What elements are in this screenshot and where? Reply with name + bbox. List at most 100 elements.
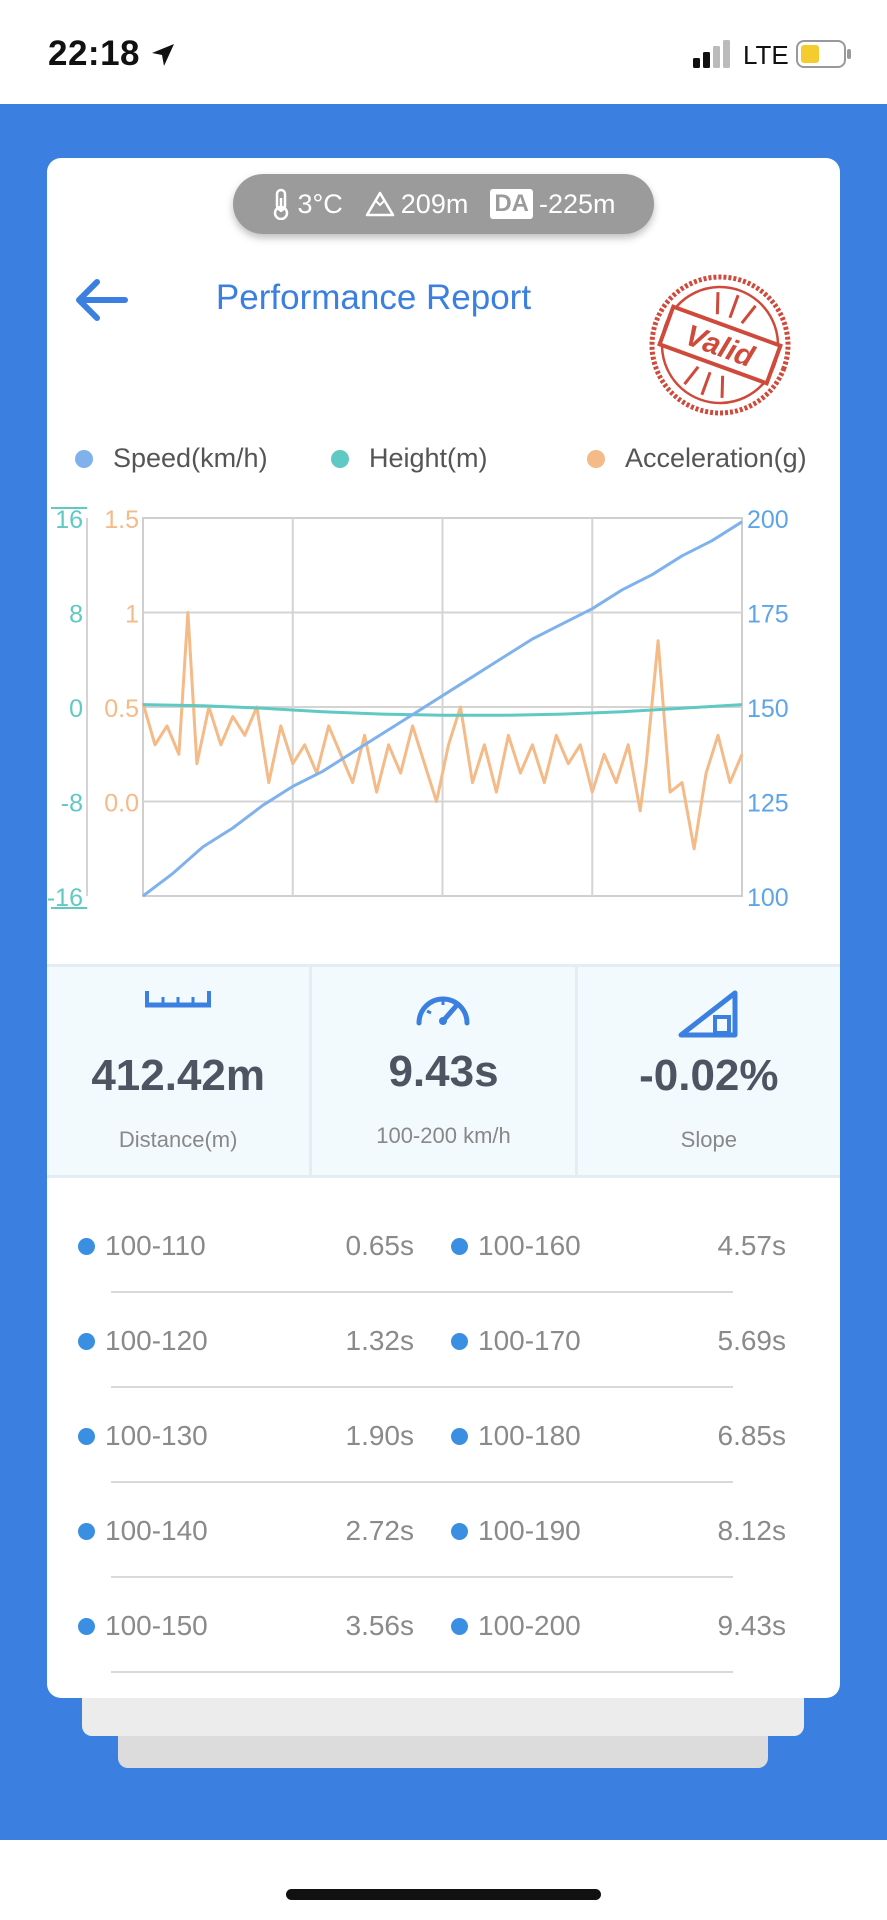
split-row: 100-140 2.72s 100-190 8.12s <box>47 1483 840 1578</box>
split-divider <box>111 1386 733 1388</box>
split-row: 100-150 3.56s 100-200 9.43s <box>47 1578 840 1673</box>
chart-legend: Speed(km/h) Height(m) Acceleration(g) <box>47 443 840 483</box>
valid-stamp: Valid <box>649 274 791 416</box>
split-dot <box>451 1617 468 1635</box>
density-altitude-value: -225m <box>539 188 616 219</box>
stat-time: 9.43s 100-200 km/h <box>309 967 574 1175</box>
density-altitude-badge: DA <box>490 189 533 219</box>
acceleration-series-line <box>141 611 744 851</box>
split-dot <box>451 1522 468 1540</box>
split-right-label: 100-200 <box>478 1610 581 1641</box>
legend-height: Height(m) <box>331 443 488 474</box>
density-altitude-item: DA -225m <box>490 188 616 220</box>
mountain-icon <box>365 191 395 217</box>
split-left-label-cell: 100-130 <box>78 1420 208 1452</box>
split-right-time: 5.69s <box>717 1325 787 1356</box>
temperature-value: 3°C <box>297 188 343 219</box>
split-left-time: 3.56s <box>345 1610 415 1641</box>
split-left-time: 0.65s <box>345 1230 415 1261</box>
split-left-time: 2.72s <box>345 1515 415 1546</box>
speed-axis-tick-label: 100 <box>747 884 789 912</box>
height-series-line <box>142 703 743 717</box>
legend-height-swatch <box>331 449 349 468</box>
split-dot <box>451 1427 468 1445</box>
home-indicator[interactable] <box>286 1889 601 1900</box>
split-left-label: 100-130 <box>105 1420 208 1451</box>
split-row: 100-120 1.32s 100-170 5.69s <box>47 1293 840 1388</box>
speed-series-line <box>142 520 743 898</box>
split-left-label-cell: 100-140 <box>78 1515 208 1547</box>
speed-axis-tick-label: 175 <box>747 601 789 629</box>
split-right-label-cell: 100-170 <box>451 1325 581 1357</box>
split-left-label: 100-150 <box>105 1610 208 1641</box>
altitude-value: 209m <box>400 188 469 219</box>
speed-axis-tick-label: 150 <box>747 695 789 723</box>
split-row: 100-110 0.65s 100-160 4.57s <box>47 1198 840 1293</box>
ruler-icon <box>145 991 212 1008</box>
temperature-item: 3°C <box>271 188 343 220</box>
conditions-pill: 3°C 209m DA -225m <box>233 174 654 234</box>
split-left-label: 100-120 <box>105 1325 208 1356</box>
height-axis-tick-label: 8 <box>69 601 83 629</box>
split-right-label-cell: 100-160 <box>451 1230 581 1262</box>
split-dot <box>78 1617 95 1635</box>
slope-icon <box>678 990 738 1038</box>
split-divider <box>111 1481 733 1483</box>
split-left-label-cell: 100-110 <box>78 1230 206 1262</box>
split-left-time: 1.90s <box>345 1420 415 1451</box>
speed-axis-tick-label: 200 <box>747 506 789 534</box>
legend-speed-label: Speed(km/h) <box>113 443 268 473</box>
split-right-label-cell: 100-180 <box>451 1420 581 1452</box>
legend-speed-swatch <box>75 449 93 468</box>
split-right-label: 100-170 <box>478 1325 581 1356</box>
battery-icon <box>796 40 851 68</box>
status-bar: 22:18 LTE <box>0 0 887 104</box>
split-right-time: 9.43s <box>717 1610 787 1641</box>
signal-icon <box>693 40 730 68</box>
acceleration-axis-tick-label: 1 <box>125 601 139 629</box>
speed-axis-tick-label: 125 <box>747 790 789 818</box>
split-dot <box>78 1427 95 1445</box>
slope-label: Slope <box>680 1127 737 1152</box>
location-arrow-icon <box>152 44 174 66</box>
stat-slope: -0.02% Slope <box>574 967 840 1175</box>
legend-height-label: Height(m) <box>369 443 488 473</box>
network-type: LTE <box>743 40 789 70</box>
split-dot <box>78 1332 95 1350</box>
time-label: 100-200 km/h <box>376 1123 511 1148</box>
legend-acceleration-swatch <box>587 449 605 468</box>
height-axis-tick-label: -8 <box>61 790 83 818</box>
acceleration-axis-tick-label: 0.0 <box>104 790 139 818</box>
split-dot <box>78 1237 95 1255</box>
acceleration-axis-tick-label: 1.5 <box>104 506 139 534</box>
split-left-time: 1.32s <box>345 1325 415 1356</box>
thermometer-icon <box>274 188 289 220</box>
split-divider <box>111 1671 733 1673</box>
split-left-label-cell: 100-120 <box>78 1325 208 1357</box>
stats-row: 412.42m Distance(m) 9.43s 100-200 km/h -… <box>47 964 840 1178</box>
status-time: 22:18 <box>48 34 141 73</box>
split-divider <box>111 1291 733 1293</box>
back-arrow-icon[interactable] <box>69 268 133 332</box>
stat-distance: 412.42m Distance(m) <box>47 967 309 1175</box>
slope-value: -0.02% <box>639 1051 779 1100</box>
split-right-label-cell: 100-200 <box>451 1610 581 1642</box>
speedometer-icon <box>416 996 470 1026</box>
split-right-label: 100-190 <box>478 1515 581 1546</box>
split-divider <box>111 1576 733 1578</box>
performance-card: 3°C 209m DA -225m Performance Report <box>47 158 840 1698</box>
acceleration-axis-tick-label: 0.5 <box>104 695 139 723</box>
distance-label: Distance(m) <box>118 1127 238 1152</box>
legend-acceleration-label: Acceleration(g) <box>625 443 807 473</box>
split-row: 100-130 1.90s 100-180 6.85s <box>47 1388 840 1483</box>
split-dot <box>451 1332 468 1350</box>
time-value: 9.43s <box>388 1047 499 1096</box>
height-axis-tick-label: 16 <box>55 506 83 534</box>
split-right-label: 100-180 <box>478 1420 581 1451</box>
split-times-list: 100-110 0.65s 100-160 4.57s 100-120 1.32s 100-… <box>47 1198 840 1673</box>
split-right-time: 4.57s <box>717 1230 787 1261</box>
legend-speed: Speed(km/h) <box>75 443 268 474</box>
legend-acceleration: Acceleration(g) <box>587 443 807 474</box>
height-axis-tick-label: 0 <box>69 695 83 723</box>
